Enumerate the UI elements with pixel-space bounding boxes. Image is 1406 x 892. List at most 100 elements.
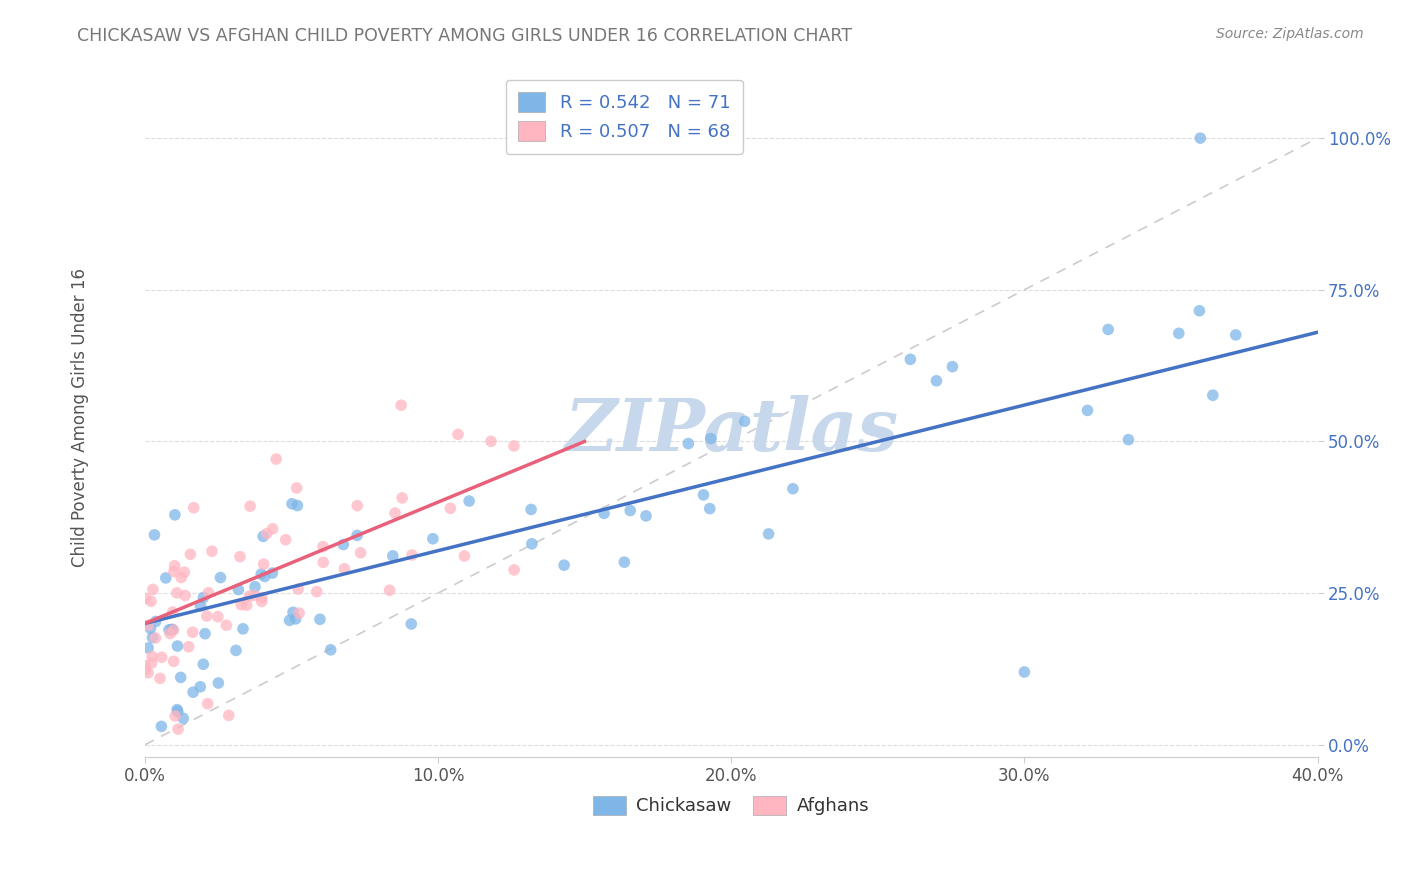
Chickasaw: [166, 639, 188, 653]
Chickasaw: [160, 623, 183, 637]
Afghans: [312, 555, 335, 569]
Text: CHICKASAW VS AFGHAN CHILD POVERTY AMONG GIRLS UNDER 16 CORRELATION CHART: CHICKASAW VS AFGHAN CHILD POVERTY AMONG …: [77, 27, 852, 45]
Chickasaw: [252, 529, 274, 543]
Chickasaw: [399, 617, 422, 632]
Chickasaw: [700, 432, 723, 446]
Chickasaw: [520, 537, 543, 551]
Afghans: [305, 584, 328, 599]
Chickasaw: [250, 567, 273, 582]
Afghans: [136, 665, 159, 680]
Chickasaw: [150, 719, 173, 733]
Text: Source: ZipAtlas.com: Source: ZipAtlas.com: [1216, 27, 1364, 41]
Chickasaw: [207, 676, 229, 690]
Chickasaw: [782, 482, 804, 496]
Afghans: [166, 586, 188, 600]
Chickasaw: [193, 657, 215, 672]
Afghans: [243, 588, 266, 602]
Afghans: [378, 583, 401, 598]
Afghans: [229, 549, 252, 564]
Chickasaw: [166, 703, 188, 717]
Afghans: [141, 656, 163, 670]
Chickasaw: [898, 352, 921, 367]
Chickasaw: [160, 623, 183, 637]
Chickasaw: [278, 613, 301, 627]
Afghans: [163, 654, 186, 668]
Afghans: [162, 605, 184, 619]
Chickasaw: [172, 711, 194, 725]
Afghans: [447, 427, 470, 442]
Afghans: [195, 609, 218, 624]
Afghans: [141, 649, 163, 664]
Afghans: [134, 658, 156, 673]
Chickasaw: [157, 623, 180, 637]
Afghans: [312, 540, 335, 554]
Afghans: [389, 398, 412, 412]
Chickasaw: [1189, 131, 1212, 145]
Chickasaw: [634, 508, 657, 523]
Chickasaw: [520, 502, 543, 516]
Afghans: [253, 557, 276, 571]
Chickasaw: [1097, 322, 1119, 336]
Chickasaw: [139, 621, 162, 635]
Afghans: [215, 618, 238, 632]
Chickasaw: [1188, 303, 1211, 318]
Chickasaw: [262, 566, 284, 580]
Chickasaw: [332, 537, 354, 551]
Chickasaw: [228, 582, 250, 597]
Chickasaw: [699, 501, 721, 516]
Afghans: [139, 594, 162, 608]
Afghans: [165, 709, 187, 723]
Afghans: [262, 522, 284, 536]
Chickasaw: [281, 605, 304, 619]
Afghans: [149, 671, 172, 685]
Afghans: [287, 582, 309, 596]
Chickasaw: [553, 558, 575, 573]
Afghans: [401, 548, 423, 562]
Chickasaw: [593, 507, 616, 521]
Chickasaw: [194, 626, 217, 640]
Chickasaw: [925, 374, 948, 388]
Afghans: [218, 708, 240, 723]
Afghans: [135, 591, 157, 606]
Chickasaw: [145, 615, 167, 629]
Afghans: [201, 544, 224, 558]
Chickasaw: [143, 528, 166, 542]
Afghans: [183, 500, 205, 515]
Afghans: [250, 594, 273, 608]
Chickasaw: [1167, 326, 1189, 341]
Afghans: [163, 565, 186, 579]
Chickasaw: [319, 643, 342, 657]
Chickasaw: [163, 508, 186, 522]
Chickasaw: [136, 640, 159, 655]
Afghans: [159, 626, 181, 640]
Afghans: [145, 631, 167, 645]
Afghans: [285, 481, 308, 495]
Afghans: [150, 650, 173, 665]
Afghans: [333, 562, 356, 576]
Afghans: [170, 571, 193, 585]
Text: ZIPatlas: ZIPatlas: [564, 395, 898, 467]
Afghans: [142, 582, 165, 597]
Chickasaw: [155, 571, 177, 585]
Chickasaw: [678, 436, 700, 450]
Afghans: [250, 591, 273, 605]
Afghans: [439, 501, 461, 516]
Chickasaw: [281, 497, 304, 511]
Afghans: [288, 606, 311, 620]
Afghans: [231, 598, 253, 612]
Afghans: [479, 434, 502, 449]
Chickasaw: [141, 631, 163, 645]
Afghans: [207, 609, 229, 624]
Chickasaw: [209, 570, 232, 584]
Afghans: [167, 722, 190, 736]
Chickasaw: [188, 680, 211, 694]
Chickasaw: [253, 569, 276, 583]
Chickasaw: [1225, 327, 1247, 342]
Afghans: [138, 618, 160, 632]
Afghans: [256, 526, 278, 541]
Chickasaw: [193, 591, 215, 605]
Afghans: [503, 563, 526, 577]
Chickasaw: [1118, 433, 1140, 447]
Chickasaw: [734, 414, 756, 428]
Afghans: [197, 697, 219, 711]
